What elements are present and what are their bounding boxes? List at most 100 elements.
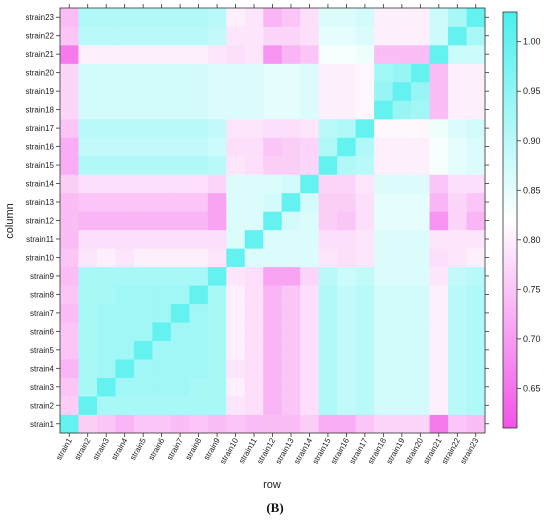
heatmap-cell [263, 359, 283, 378]
colorbar-tick-label: 0.70 [523, 334, 541, 344]
heatmap-cell [355, 44, 375, 64]
heatmap-cell [355, 8, 375, 27]
heatmap-cell [60, 266, 79, 286]
heatmap-cell [448, 266, 467, 286]
heatmap-cell [337, 248, 357, 268]
y-tick-label: strain2 [30, 401, 55, 410]
heatmap-cell [392, 100, 412, 120]
heatmap-cell [96, 137, 116, 157]
heatmap-cell [263, 211, 283, 231]
heatmap-cell [374, 100, 394, 120]
heatmap-cell [300, 174, 320, 194]
heatmap-cell [263, 377, 283, 397]
heatmap-cell [78, 63, 98, 83]
heatmap-cell [392, 211, 412, 231]
heatmap-cell [318, 63, 338, 83]
heatmap-cell [152, 44, 172, 64]
heatmap-cell [189, 266, 209, 286]
heatmap-cell [78, 248, 98, 268]
heatmap-cell [337, 340, 357, 360]
heatmap-cell [244, 248, 264, 268]
heatmap-cell [60, 192, 79, 212]
heatmap-cell [60, 285, 79, 305]
heatmap-cell [152, 211, 172, 231]
heatmap-cell [281, 44, 301, 64]
heatmap-cell [133, 396, 153, 415]
heatmap-cell [466, 211, 486, 231]
heatmap-cell [355, 396, 375, 415]
heatmap-cell [226, 377, 246, 397]
heatmap-cell [96, 414, 116, 434]
heatmap-cell [392, 414, 412, 434]
heatmap-cell [429, 81, 449, 101]
heatmap-cell [374, 229, 394, 249]
heatmap-cell [466, 340, 486, 360]
heatmap-cell [411, 26, 430, 46]
heatmap-cell [207, 8, 227, 27]
heatmap-cell [152, 81, 172, 101]
heatmap-cell [392, 266, 412, 286]
heatmap-cell [244, 303, 264, 323]
heatmap-cell [78, 174, 98, 194]
heatmap-cell [263, 118, 283, 138]
y-tick-label: strain14 [26, 180, 55, 189]
heatmap-cell [207, 229, 227, 249]
heatmap-cell [244, 285, 264, 305]
heatmap-cell [170, 229, 190, 249]
heatmap-cell [96, 174, 116, 194]
heatmap-cell [337, 44, 357, 64]
heatmap-cell [281, 174, 301, 194]
heatmap-cell [60, 81, 79, 101]
heatmap-cell [466, 285, 486, 305]
y-tick-label: strain11 [26, 235, 54, 244]
heatmap-cell [60, 100, 79, 120]
heatmap-cell [96, 359, 116, 378]
heatmap-cell [96, 285, 116, 305]
colorbar-tick-label: 0.90 [523, 136, 541, 146]
colorbar-tick-label: 0.65 [523, 383, 541, 393]
heatmap-cell [207, 26, 227, 46]
heatmap-cell [466, 303, 486, 323]
heatmap-cell [244, 229, 264, 249]
heatmap-cell [152, 118, 172, 138]
heatmap-cell [300, 322, 320, 342]
heatmap-cell [263, 174, 283, 194]
heatmap-cell [244, 63, 264, 83]
heatmap-cell [318, 81, 338, 101]
heatmap-cell [392, 377, 412, 397]
heatmap-cell [263, 266, 283, 286]
heatmap-cell [318, 396, 338, 415]
y-tick-label: strain1 [30, 420, 55, 429]
heatmap-cell [411, 81, 430, 101]
heatmap-cell [392, 155, 412, 175]
heatmap-cell [374, 303, 394, 323]
heatmap-cell [96, 211, 116, 231]
heatmap-cell [411, 8, 430, 27]
heatmap-cell [60, 118, 79, 138]
heatmap-cell [337, 81, 357, 101]
heatmap-cell [244, 174, 264, 194]
heatmap-cell [337, 285, 357, 305]
heatmap-cell [226, 118, 246, 138]
heatmap-cell [429, 229, 449, 249]
heatmap-cell [226, 303, 246, 323]
heatmap-cell [281, 100, 301, 120]
heatmap-cell [337, 359, 357, 378]
heatmap-cell [115, 211, 135, 231]
heatmap-cell [318, 414, 338, 434]
heatmap-cell [189, 229, 209, 249]
heatmap-cell [226, 8, 246, 27]
heatmap-cell [392, 229, 412, 249]
heatmap-cell [226, 414, 246, 434]
heatmap-cell [355, 174, 375, 194]
heatmap-cell [300, 414, 320, 434]
heatmap-cell [374, 340, 394, 360]
heatmap-cell [318, 285, 338, 305]
heatmap-cell [281, 81, 301, 101]
heatmap-cell [207, 340, 227, 360]
heatmap-cell [411, 396, 430, 415]
heatmap-cell [411, 137, 430, 157]
heatmap-cell [60, 44, 79, 64]
heatmap-cell [374, 248, 394, 268]
